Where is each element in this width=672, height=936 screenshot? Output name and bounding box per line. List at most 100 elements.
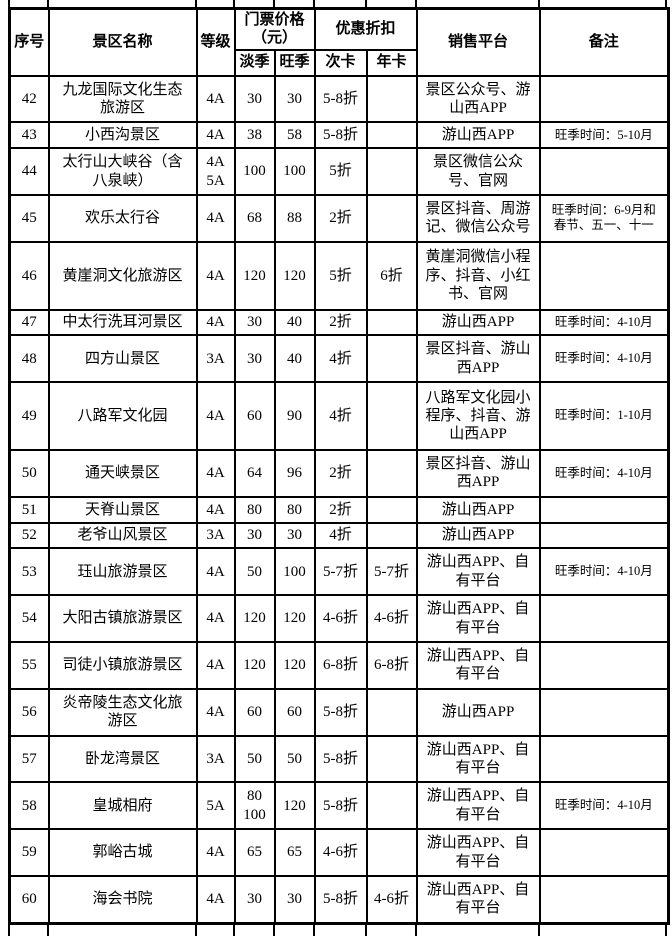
table-row: 59 郭峪古城 4A 65 65 4-6折 游山西APP、自有平台 — [8, 828, 670, 877]
cell-sales-platform: 游山西APP、自有平台 — [415, 594, 541, 643]
cell-level: 4A 5A — [195, 147, 236, 196]
header-no: 序号 — [8, 7, 50, 77]
cell-peak-season-price: 100 — [273, 147, 316, 196]
cell-serial-no: 52 — [8, 521, 50, 550]
cell-level: 4A — [195, 828, 236, 877]
cell-year-card-discount — [365, 381, 418, 452]
header-sales-platform: 销售平台 — [415, 7, 541, 77]
cell-peak-season-price: 30 — [273, 874, 316, 925]
cell-remark — [538, 687, 670, 737]
cell-year-card-discount: 6-8折 — [365, 640, 418, 690]
cell-scenic-name: 郭峪古城 — [47, 828, 198, 877]
cell-low-season-price: 60 — [233, 381, 276, 452]
cell-sales-platform: 游山西APP — [415, 121, 541, 150]
cell-level: 4A — [195, 308, 236, 337]
cell-times-card-discount: 4折 — [313, 521, 368, 550]
cell-times-card-discount: 5-8折 — [313, 781, 368, 831]
table-row: 51 天脊山景区 4A 80 80 2折 游山西APP — [8, 495, 670, 524]
cell-low-season-price: 68 — [233, 193, 276, 243]
cell-peak-season-price: 80 — [273, 495, 316, 524]
cell-times-card-discount: 4-6折 — [313, 828, 368, 877]
cell-peak-season-price: 120 — [273, 781, 316, 831]
cell-remark — [538, 495, 670, 524]
cell-remark: 旺季时间：6-9月和春节、五一、十一 — [538, 193, 670, 243]
cell-times-card-discount: 2折 — [313, 308, 368, 337]
cell-peak-season-price: 88 — [273, 193, 316, 243]
header-scenic-name: 景区名称 — [47, 7, 198, 77]
cell-serial-no: 60 — [8, 874, 50, 925]
cell-level: 3A — [195, 734, 236, 784]
cell-remark: 旺季时间：4-10月 — [538, 781, 670, 831]
table-row: 49 八路军文化园 4A 60 90 4折 八路军文化园小程序、抖音、游山西AP… — [8, 381, 670, 452]
cell-remark: 旺季时间：4-10月 — [538, 547, 670, 597]
cell-remark: 旺季时间：1-10月 — [538, 381, 670, 452]
cell-serial-no: 55 — [8, 640, 50, 690]
cell-scenic-name: 黄崖洞文化旅游区 — [47, 240, 198, 311]
cell-remark — [538, 521, 670, 550]
cell-level: 4A — [195, 74, 236, 124]
cell-year-card-discount — [365, 449, 418, 498]
cell-serial-no: 44 — [8, 147, 50, 196]
cell-sales-platform: 游山西APP — [415, 687, 541, 737]
cell-level: 4A — [195, 547, 236, 597]
cell-year-card-discount: 4-6折 — [365, 594, 418, 643]
header-ticket-price-group: 门票价格（元） — [233, 7, 316, 51]
cell-serial-no: 58 — [8, 781, 50, 831]
cell-scenic-name: 天脊山景区 — [47, 495, 198, 524]
header-times-card: 次卡 — [313, 48, 368, 77]
cell-remark: 旺季时间：4-10月 — [538, 449, 670, 498]
cell-low-season-price: 80 100 — [233, 781, 276, 831]
cell-sales-platform: 黄崖洞微信小程序、抖音、小红书、官网 — [415, 240, 541, 311]
cell-scenic-name: 皇城相府 — [47, 781, 198, 831]
cell-scenic-name: 四方山景区 — [47, 334, 198, 384]
cell-low-season-price: 65 — [233, 828, 276, 877]
cell-year-card-discount — [365, 828, 418, 877]
cell-peak-season-price: 50 — [273, 734, 316, 784]
cell-times-card-discount: 2折 — [313, 449, 368, 498]
cell-scenic-name: 大阳古镇旅游景区 — [47, 594, 198, 643]
cropped-row-above — [8, 0, 667, 7]
cell-year-card-discount: 6折 — [365, 240, 418, 311]
cell-year-card-discount — [365, 74, 418, 124]
cell-serial-no: 51 — [8, 495, 50, 524]
cell-level: 4A — [195, 240, 236, 311]
cell-remark — [538, 734, 670, 784]
cell-scenic-name: 欢乐太行谷 — [47, 193, 198, 243]
cell-low-season-price: 38 — [233, 121, 276, 150]
cell-times-card-discount: 2折 — [313, 193, 368, 243]
cell-sales-platform: 景区抖音、游山西APP — [415, 449, 541, 498]
cell-level: 4A — [195, 449, 236, 498]
cell-level: 4A — [195, 640, 236, 690]
cell-serial-no: 56 — [8, 687, 50, 737]
cell-year-card-discount — [365, 687, 418, 737]
cell-remark — [538, 828, 670, 877]
cell-peak-season-price: 40 — [273, 308, 316, 337]
cell-year-card-discount — [365, 734, 418, 784]
cell-scenic-name: 九龙国际文化生态旅游区 — [47, 74, 198, 124]
table-row: 47 中太行洗耳河景区 4A 30 40 2折 游山西APP 旺季时间：4-10… — [8, 308, 670, 337]
cell-sales-platform: 景区抖音、周游记、微信公众号 — [415, 193, 541, 243]
cell-serial-no: 59 — [8, 828, 50, 877]
cell-serial-no: 46 — [8, 240, 50, 311]
cell-scenic-name: 老爷山风景区 — [47, 521, 198, 550]
cell-serial-no: 43 — [8, 121, 50, 150]
cell-times-card-discount: 5折 — [313, 240, 368, 311]
cell-sales-platform: 游山西APP — [415, 495, 541, 524]
table-row: 44 太行山大峡谷（含八泉峡） 4A 5A 100 100 5折 景区微信公众号… — [8, 147, 670, 196]
cell-level: 4A — [195, 381, 236, 452]
cell-scenic-name: 八路军文化园 — [47, 381, 198, 452]
cell-times-card-discount: 4-6折 — [313, 594, 368, 643]
cell-sales-platform: 游山西APP、自有平台 — [415, 734, 541, 784]
table-row: 55 司徒小镇旅游景区 4A 120 120 6-8折 6-8折 游山西APP、… — [8, 640, 670, 690]
cell-times-card-discount: 5-8折 — [313, 121, 368, 150]
table-row: 50 通天峡景区 4A 64 96 2折 景区抖音、游山西APP 旺季时间：4-… — [8, 449, 670, 498]
cropped-row-below — [8, 925, 667, 936]
table-row: 60 海会书院 4A 30 30 5-8折 4-6折 游山西APP、自有平台 — [8, 874, 670, 925]
cell-low-season-price: 30 — [233, 74, 276, 124]
table-row: 46 黄崖洞文化旅游区 4A 120 120 5折 6折 黄崖洞微信小程序、抖音… — [8, 240, 670, 311]
cell-low-season-price: 120 — [233, 594, 276, 643]
cell-times-card-discount: 5-8折 — [313, 874, 368, 925]
cell-year-card-discount: 4-6折 — [365, 874, 418, 925]
cell-remark: 旺季时间：5-10月 — [538, 121, 670, 150]
header-remark: 备注 — [538, 7, 670, 77]
